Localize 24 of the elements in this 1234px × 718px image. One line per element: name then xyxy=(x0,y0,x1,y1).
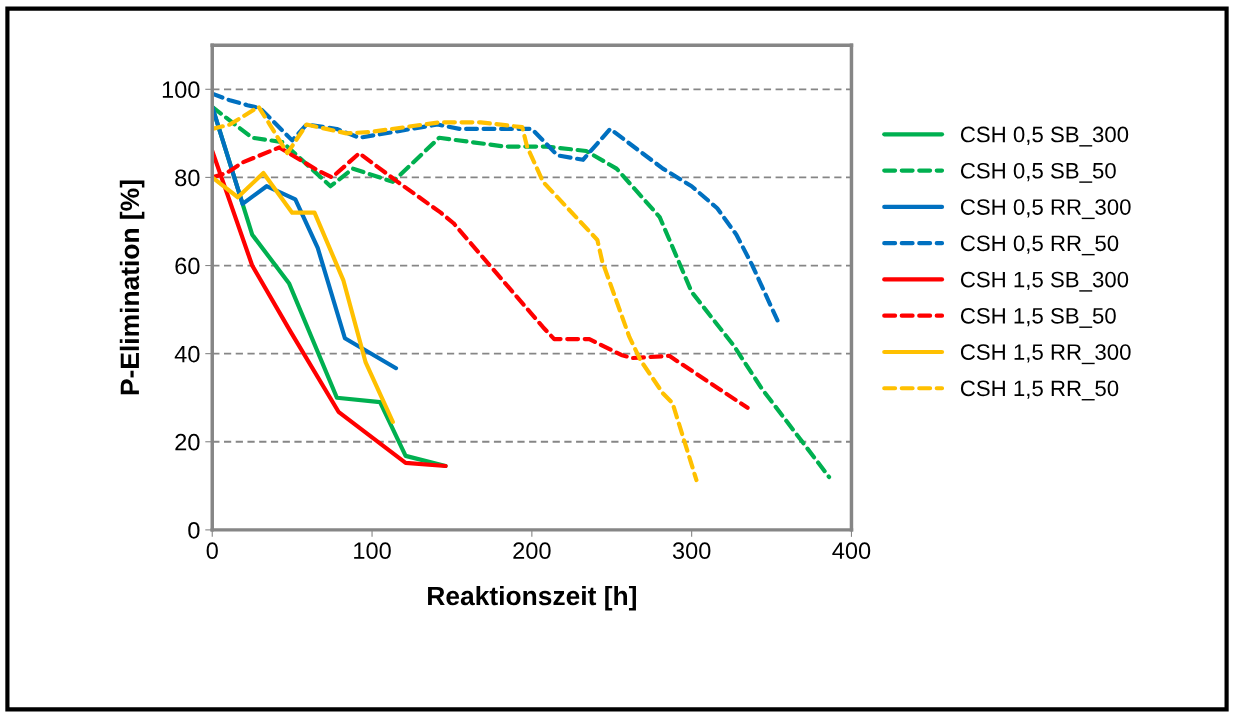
y-tick-label: 40 xyxy=(174,345,200,363)
x-tick-label: 100 xyxy=(354,542,391,560)
line-series xyxy=(212,104,399,371)
legend-label: CSH 0,5 RR_300 xyxy=(960,199,1131,220)
y-tick-label: 100 xyxy=(162,81,200,99)
x-tick-label: 400 xyxy=(832,542,871,560)
y-tick-label: 60 xyxy=(175,257,200,275)
y-tick-label: 80 xyxy=(175,169,200,187)
legend-label: CSH 0,5 RR_50 xyxy=(960,235,1119,256)
y-tick-label: 0 xyxy=(188,521,200,539)
legend-label: CSH 0,5 SB_300 xyxy=(960,126,1129,147)
y-axis-title: P-Elimination [%] xyxy=(119,180,145,395)
x-tick-label: 0 xyxy=(206,542,218,560)
legend-label: CSH 1,5 RR_300 xyxy=(960,344,1131,365)
x-axis-title: Reaktionszeit [h] xyxy=(428,585,636,611)
x-tick-label: 300 xyxy=(672,542,711,560)
x-tick-label: 200 xyxy=(513,542,551,560)
legend-label: CSH 1,5 RR_50 xyxy=(960,380,1119,401)
legend-label: CSH 1,5 SB_50 xyxy=(960,307,1116,328)
line-series xyxy=(212,170,395,425)
y-tick-label: 20 xyxy=(175,433,200,451)
line-series xyxy=(212,104,699,483)
legend-label: CSH 0,5 SB_50 xyxy=(960,162,1116,183)
legend-label: CSH 1,5 SB_300 xyxy=(960,271,1129,292)
